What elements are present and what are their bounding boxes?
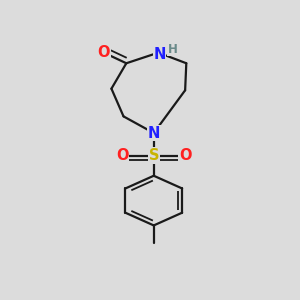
Text: O: O (179, 148, 191, 163)
Text: N: N (148, 125, 160, 140)
Text: O: O (116, 148, 129, 163)
Text: O: O (98, 45, 110, 60)
Text: S: S (148, 148, 159, 163)
Text: H: H (167, 43, 177, 56)
Text: N: N (153, 46, 166, 62)
